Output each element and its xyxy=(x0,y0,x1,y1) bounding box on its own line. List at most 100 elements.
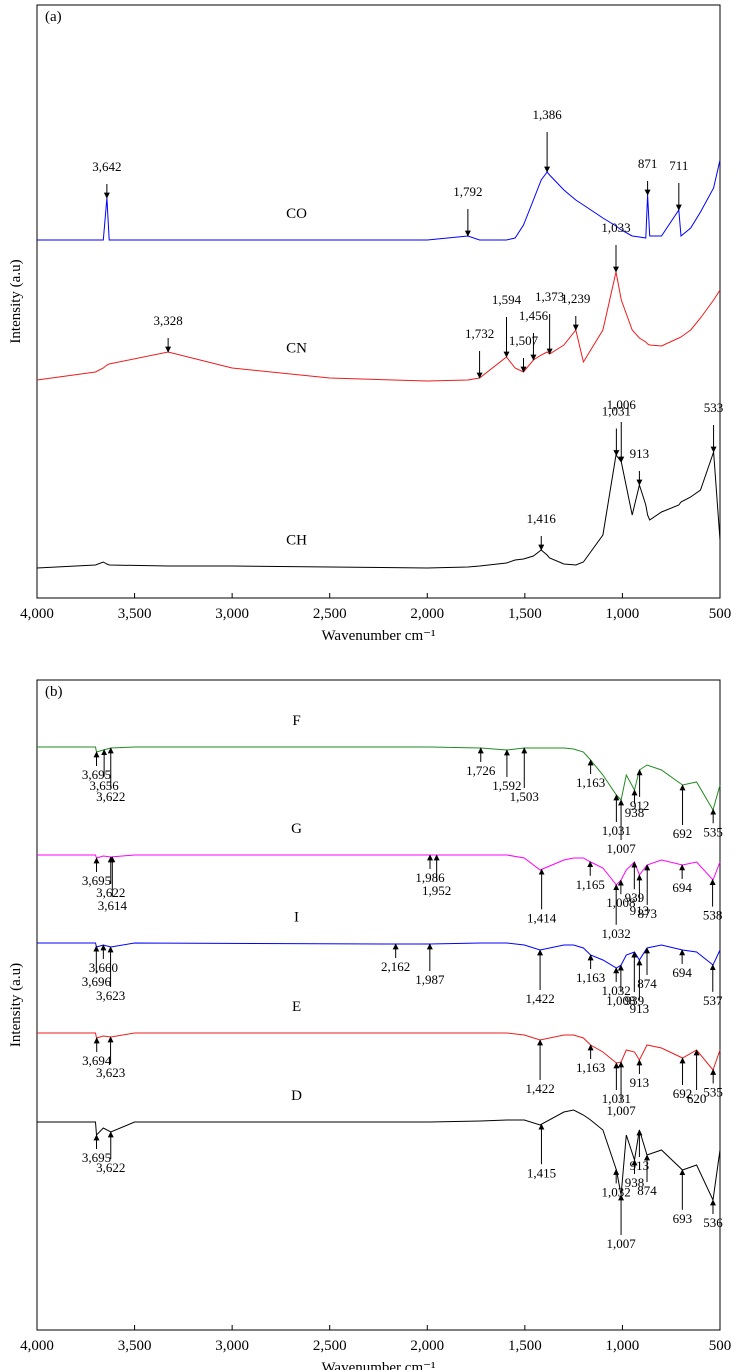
panel-label: (a) xyxy=(45,9,62,25)
peak-label: 3,623 xyxy=(96,988,125,1003)
peak-label: 1,386 xyxy=(532,107,562,122)
peak-label: 1,008 xyxy=(606,993,635,1008)
peak-label: 3,328 xyxy=(154,313,183,328)
peak-label: 1,031 xyxy=(602,823,631,838)
peak-label: 1,239 xyxy=(561,291,590,306)
peak-label: 1,986 xyxy=(415,870,445,885)
peak-label: 1,006 xyxy=(607,397,637,412)
x-tick-label: 2,500 xyxy=(313,606,347,622)
spectrum-line xyxy=(37,1032,721,1072)
x-tick-label: 500 xyxy=(709,1338,732,1354)
peak-label: 871 xyxy=(638,156,658,171)
peak-label: 620 xyxy=(687,1091,707,1106)
peak-label: 1,008 xyxy=(606,895,635,910)
peak-label: 873 xyxy=(637,906,657,921)
peak-label: 913 xyxy=(630,903,650,918)
peak-label: 538 xyxy=(703,908,723,923)
series-label: D xyxy=(291,1088,302,1104)
series-label: E xyxy=(292,999,301,1015)
x-tick-label: 1,000 xyxy=(606,606,640,622)
peak-label: 1,726 xyxy=(466,763,496,778)
peak-label: 537 xyxy=(703,993,723,1008)
plot-frame xyxy=(36,679,721,1331)
peak-label: 3,695 xyxy=(82,873,111,888)
x-tick-label: 3,000 xyxy=(215,1338,249,1354)
peak-label: 1,007 xyxy=(606,841,636,856)
peak-label: 535 xyxy=(703,1084,723,1099)
peak-label: 711 xyxy=(669,158,688,173)
x-axis-title: Wavenumber cm⁻¹ xyxy=(321,628,435,644)
x-tick-label: 2,000 xyxy=(410,1338,444,1354)
peak-label: 874 xyxy=(637,976,657,991)
x-tick-label: 1,500 xyxy=(508,606,542,622)
x-axis-title: Wavenumber cm⁻¹ xyxy=(321,1360,435,1370)
peak-label: 1,163 xyxy=(576,1060,605,1075)
series-label: CN xyxy=(286,341,307,357)
peak-label: 1,033 xyxy=(601,220,630,235)
peak-label: 1,007 xyxy=(606,1236,636,1251)
peak-label: 3,656 xyxy=(90,778,120,793)
spectrum-line xyxy=(37,1109,721,1202)
peak-label: 2,162 xyxy=(381,959,410,974)
peak-label: 1,373 xyxy=(535,289,564,304)
peak-label: 3,623 xyxy=(96,1065,125,1080)
peak-label: 1,414 xyxy=(527,910,557,925)
peak-label: 3,622 xyxy=(96,885,125,900)
peak-label: 874 xyxy=(637,1183,657,1198)
x-tick-label: 2,000 xyxy=(410,606,444,622)
peak-label: 1,165 xyxy=(576,877,605,892)
x-tick-label: 3,500 xyxy=(118,606,152,622)
peak-label: 1,163 xyxy=(576,970,605,985)
peak-label: 692 xyxy=(673,1086,693,1101)
peak-label: 3,696 xyxy=(82,974,112,989)
spectrum-line xyxy=(37,746,721,812)
peak-label: 3,660 xyxy=(89,960,118,975)
peak-label: 1,503 xyxy=(510,789,539,804)
peak-label: 3,642 xyxy=(92,159,121,174)
peak-label: 1,163 xyxy=(576,775,605,790)
peak-label: 694 xyxy=(672,965,692,980)
peak-label: 694 xyxy=(672,880,692,895)
peak-label: 533 xyxy=(704,400,724,415)
peak-label: 913 xyxy=(630,1001,650,1016)
x-tick-label: 4,000 xyxy=(20,606,54,622)
peak-label: 3,695 xyxy=(82,1150,111,1165)
plot-frame xyxy=(36,4,721,599)
peak-label: 1,987 xyxy=(415,972,445,987)
peak-label: 3,622 xyxy=(96,789,125,804)
series-label: F xyxy=(292,713,300,729)
peak-label: 3,694 xyxy=(82,1053,112,1068)
peak-label: 1,032 xyxy=(602,983,631,998)
peak-label: 3,614 xyxy=(98,898,128,913)
peak-label: 693 xyxy=(673,1211,693,1226)
y-axis-title: Intensity (a.u) xyxy=(8,963,24,1047)
spectrum-line xyxy=(36,271,721,382)
x-tick-label: 3,000 xyxy=(215,606,249,622)
peak-label: 1,507 xyxy=(509,333,539,348)
spectrum-line xyxy=(37,854,721,886)
series-label: CO xyxy=(286,206,307,222)
peak-label: 3,622 xyxy=(96,1160,125,1175)
peak-label: 1,416 xyxy=(527,511,557,526)
peak-label: 1,792 xyxy=(453,184,482,199)
spectrum-line xyxy=(37,159,721,241)
peak-label: 938 xyxy=(625,805,645,820)
peak-label: 1,422 xyxy=(525,1081,554,1096)
peak-label: 535 xyxy=(703,824,723,839)
panel-label: (b) xyxy=(45,684,63,700)
peak-label: 913 xyxy=(630,1158,650,1173)
peak-label: 1,422 xyxy=(525,991,554,1006)
x-tick-label: 2,500 xyxy=(313,1338,347,1354)
peak-label: 1,952 xyxy=(422,883,451,898)
x-tick-label: 1,500 xyxy=(508,1338,542,1354)
peak-label: 1,732 xyxy=(465,326,494,341)
peak-label: 1,592 xyxy=(492,778,521,793)
series-label: G xyxy=(291,821,302,837)
peak-label: 938 xyxy=(625,1175,645,1190)
series-label: I xyxy=(294,910,299,926)
peak-label: 913 xyxy=(630,1075,650,1090)
spectrum-line xyxy=(37,942,721,969)
peak-label: 1,594 xyxy=(492,292,522,307)
x-tick-label: 500 xyxy=(709,606,732,622)
